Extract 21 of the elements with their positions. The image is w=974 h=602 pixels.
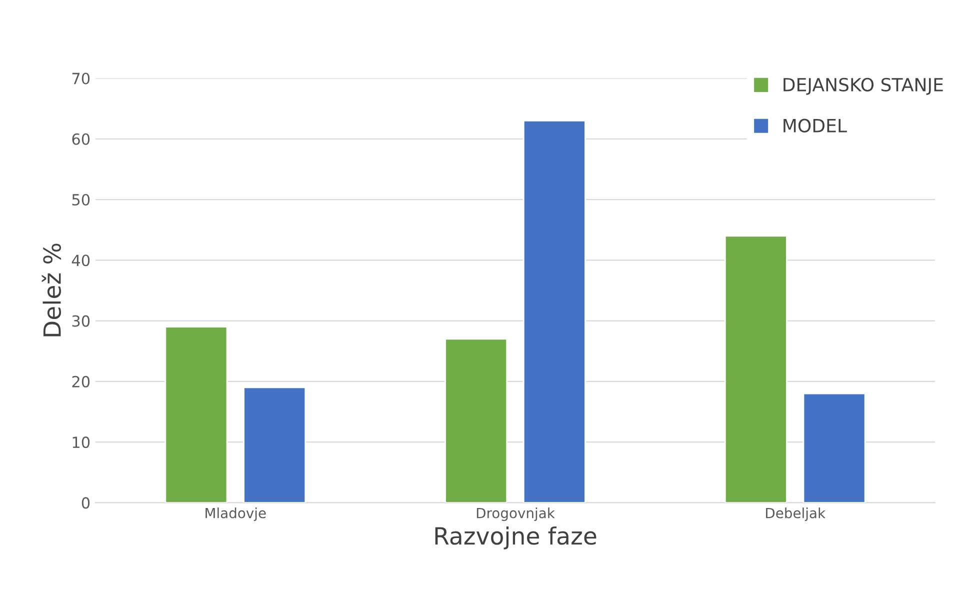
y-tick-label: 20 [72, 376, 90, 388]
legend-label: DEJANSKO STANJE [784, 78, 943, 95]
y-tick-label: 50 [72, 194, 90, 206]
bar [802, 392, 866, 503]
bar [444, 338, 508, 503]
bar [724, 235, 788, 503]
x-axis-title: Razvojne faze [435, 526, 596, 550]
y-tick-label: 60 [72, 133, 90, 145]
y-tick-label: 10 [72, 436, 90, 448]
x-tick-label: Debeljak [766, 508, 826, 521]
x-tick-label: Mladovje [206, 508, 266, 521]
y-tick-label: 30 [72, 315, 90, 327]
legend-label: MODEL [784, 118, 847, 132]
x-tick-label: Drogovnjak [476, 508, 555, 521]
y-tick-label: 40 [72, 254, 90, 266]
bar [164, 326, 228, 503]
y-tick-label: 70 [72, 72, 90, 84]
y-tick-label: 0 [82, 497, 90, 509]
y-axis-title: Delež % [42, 244, 62, 336]
bar [243, 386, 306, 503]
bar [522, 120, 586, 503]
